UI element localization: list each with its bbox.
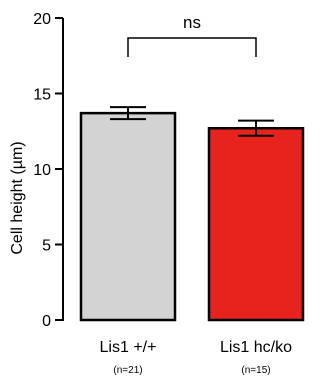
y-tick-label: 5 bbox=[42, 238, 51, 255]
significance-bracket-line bbox=[127, 37, 257, 57]
category-label: Lis1 +/+ bbox=[100, 339, 157, 356]
y-axis-ticks: 0 5 10 15 20 bbox=[33, 11, 63, 330]
y-tick-label: 0 bbox=[42, 313, 51, 330]
error-bars bbox=[110, 106, 274, 137]
bar bbox=[79, 111, 177, 322]
y-tick-label: 15 bbox=[33, 87, 51, 104]
significance-label: ns bbox=[183, 13, 201, 32]
y-tick-label: 20 bbox=[33, 11, 51, 28]
sample-size-label: (n=15) bbox=[241, 365, 270, 376]
y-tick-label: 10 bbox=[33, 162, 51, 179]
sample-size-label: (n=21) bbox=[113, 365, 142, 376]
category-labels: Lis1 +/+ (n=21) Lis1 hc/ko (n=15) bbox=[100, 339, 293, 376]
bar bbox=[207, 126, 305, 322]
bars bbox=[79, 111, 305, 322]
significance-bracket: ns bbox=[127, 13, 257, 57]
y-axis-label: Cell height (µm) bbox=[9, 141, 26, 254]
category-label: Lis1 hc/ko bbox=[220, 339, 292, 356]
